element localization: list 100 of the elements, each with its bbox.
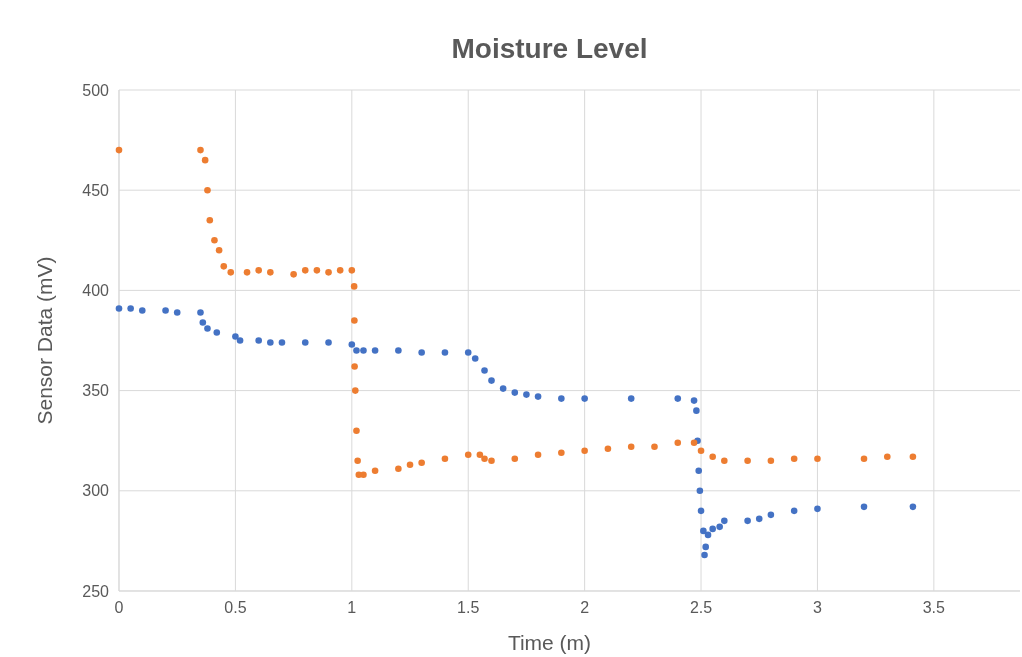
x-tick-label: 1: [347, 599, 357, 616]
point: [353, 347, 360, 354]
x-tick-label: 3.5: [922, 599, 946, 616]
point: [325, 339, 332, 346]
point: [523, 391, 530, 398]
x-tick-label: 2.5: [689, 599, 713, 616]
point: [604, 445, 612, 453]
point: [476, 451, 484, 459]
point: [204, 325, 211, 332]
point: [441, 455, 449, 463]
point: [348, 267, 356, 274]
point: [348, 341, 356, 348]
chart-title: Moisture Level: [451, 33, 648, 64]
point: [488, 457, 495, 465]
point: [350, 283, 358, 290]
point: [162, 307, 169, 314]
point: [115, 305, 123, 312]
point: [215, 247, 223, 254]
y-tick-label: 400: [82, 282, 110, 299]
point: [700, 527, 707, 535]
point: [213, 329, 221, 336]
point: [481, 367, 488, 374]
y-tick-label: 500: [82, 81, 110, 99]
point: [790, 507, 798, 515]
point: [481, 455, 488, 463]
point: [211, 237, 218, 244]
point: [581, 447, 588, 455]
point: [693, 407, 700, 414]
point: [651, 443, 658, 451]
point: [511, 389, 519, 396]
point: [860, 503, 868, 511]
y-axis-title: Sensor Data (mV): [33, 256, 56, 425]
point: [697, 447, 705, 455]
point: [701, 551, 708, 559]
point: [220, 263, 228, 270]
point: [767, 457, 775, 465]
x-tick-label: 0: [114, 599, 124, 616]
point: [674, 439, 682, 446]
point: [301, 339, 309, 346]
point: [360, 347, 367, 354]
point: [702, 543, 709, 551]
point: [325, 269, 332, 276]
y-tick-label: 250: [82, 582, 110, 600]
y-tick-label: 350: [82, 382, 110, 400]
point: [115, 146, 123, 154]
point: [290, 271, 297, 278]
x-tick-label: 1.5: [457, 599, 480, 616]
point: [721, 457, 728, 465]
point: [464, 349, 472, 356]
point: [627, 443, 635, 451]
point: [267, 339, 274, 346]
point: [127, 305, 134, 312]
point: [371, 467, 379, 475]
point: [227, 269, 235, 276]
point: [709, 525, 716, 533]
point: [909, 503, 917, 511]
point: [441, 349, 449, 356]
point: [352, 387, 359, 394]
point: [351, 317, 358, 324]
point: [909, 453, 917, 461]
point: [690, 397, 698, 404]
point: [884, 453, 891, 461]
point: [581, 395, 588, 402]
point: [255, 267, 262, 274]
point: [627, 395, 635, 402]
point: [558, 395, 565, 402]
point: [418, 349, 425, 356]
point: [267, 269, 274, 276]
point: [351, 363, 358, 370]
point: [814, 455, 821, 463]
x-tick-label: 0.5: [224, 599, 247, 616]
point: [138, 307, 146, 314]
point: [695, 467, 703, 475]
point: [278, 339, 286, 346]
point: [406, 461, 414, 469]
point: [313, 267, 321, 274]
x-tick-label: 3: [813, 599, 822, 616]
point: [755, 515, 763, 523]
point: [744, 457, 751, 465]
point: [204, 186, 211, 194]
point: [860, 455, 868, 463]
point: [767, 511, 775, 519]
point: [674, 395, 682, 402]
point: [721, 517, 728, 525]
point: [690, 439, 698, 446]
point: [236, 337, 244, 344]
point: [471, 355, 479, 362]
point: [814, 505, 821, 513]
point: [395, 465, 402, 473]
point: [716, 523, 723, 531]
x-tick-label: 2: [580, 599, 590, 616]
point: [697, 507, 705, 515]
point: [499, 385, 507, 392]
point: [197, 309, 204, 316]
point: [255, 337, 262, 344]
point: [534, 393, 542, 400]
y-tick-label: 450: [82, 181, 110, 199]
point: [201, 156, 209, 164]
y-tick-label: 300: [82, 482, 110, 500]
point: [354, 457, 361, 465]
